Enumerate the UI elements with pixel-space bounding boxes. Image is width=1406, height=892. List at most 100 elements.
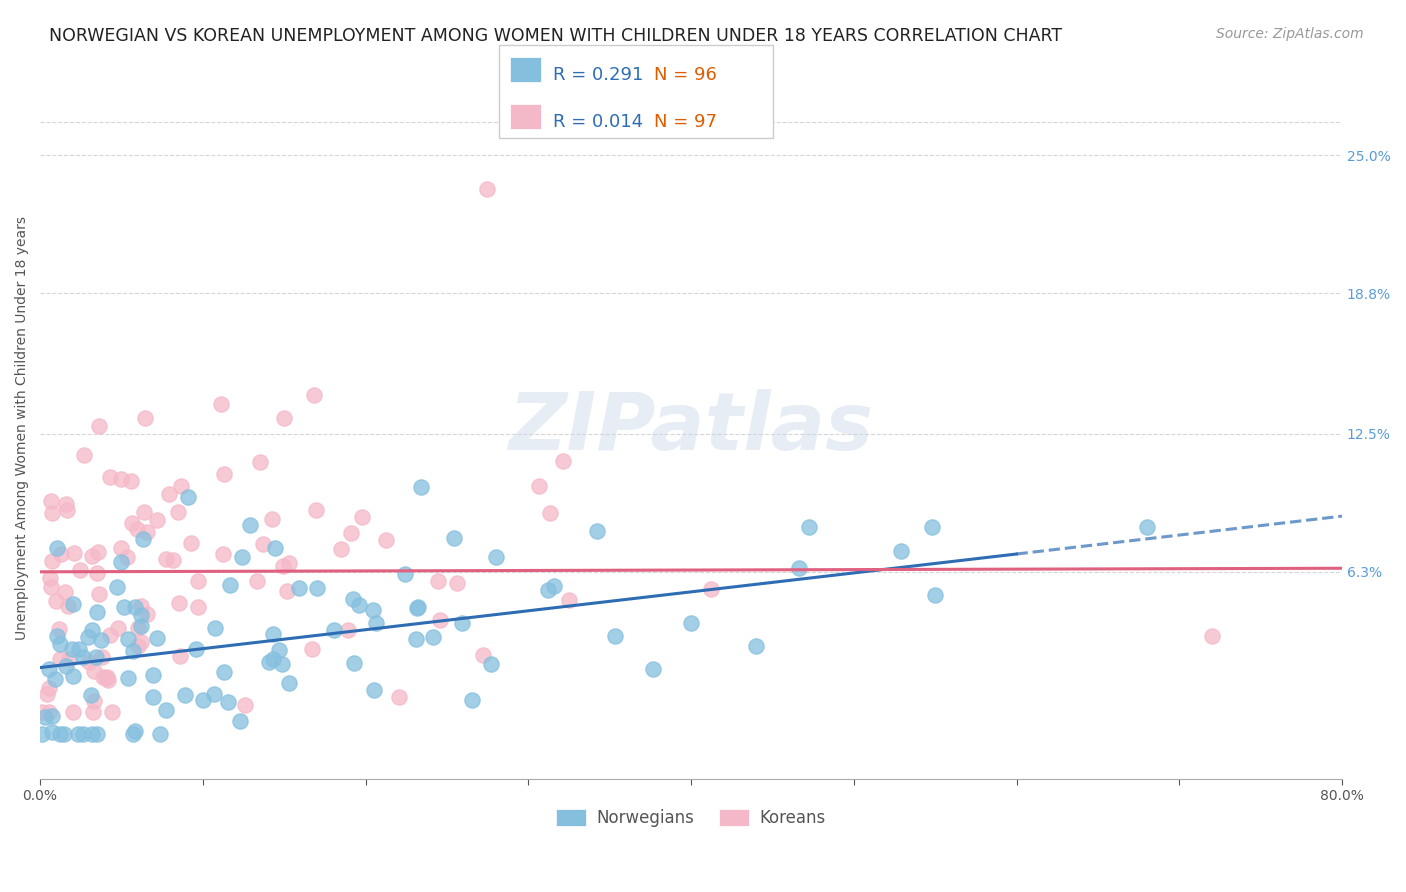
Point [485,550,508,565]
Point [39,580,62,594]
Point [263,541,285,555]
Point [96,670,118,684]
Point [90,650,112,665]
Point [146,513,169,527]
Point [131,533,153,547]
Point [406,600,429,615]
Point [76,630,98,644]
Point [214,665,236,680]
Point [679,616,702,631]
Point [278,676,301,690]
Point [62,597,84,611]
Point [145,631,167,645]
Point [921,520,943,534]
Point [304,388,326,402]
Point [84,649,107,664]
Point [142,690,165,704]
Point [422,630,444,644]
Point [62,669,84,683]
Text: N = 96: N = 96 [654,66,717,84]
Point [342,591,364,606]
Point [366,615,388,630]
Point [31,727,53,741]
Point [94,671,117,685]
Point [87,587,110,601]
Point [41,725,63,739]
Point [267,643,290,657]
Point [1136,520,1159,534]
Point [112,600,135,615]
Point [107,621,129,635]
Point [475,182,498,196]
Point [122,727,145,741]
Point [363,603,385,617]
Point [56,599,79,614]
Point [231,549,253,564]
Point [262,512,284,526]
Point [551,454,574,468]
Point [1201,629,1223,643]
Point [86,566,108,580]
Point [301,642,323,657]
Point [48,637,70,651]
Point [394,566,416,581]
Point [39,494,62,508]
Point [45,594,67,608]
Point [73,448,96,462]
Point [67,641,90,656]
Point [157,487,180,501]
Point [121,644,143,658]
Point [246,574,269,588]
Point [890,544,912,558]
Text: Source: ZipAtlas.com: Source: ZipAtlas.com [1216,27,1364,41]
Point [700,582,723,596]
Text: N = 97: N = 97 [654,113,717,131]
Point [117,671,139,685]
Point [388,690,411,704]
Point [67,727,90,741]
Point [80,623,103,637]
Point [125,522,148,536]
Point [110,555,132,569]
Point [270,657,292,671]
Point [127,639,149,653]
Point [262,627,284,641]
Point [82,727,104,741]
Point [117,632,139,646]
Point [330,541,353,556]
Point [479,657,502,671]
Point [82,549,104,563]
Point [41,709,63,723]
Point [363,682,385,697]
Point [87,418,110,433]
Point [273,411,295,425]
Point [202,687,225,701]
Point [136,525,159,540]
Point [83,664,105,678]
Point [129,635,152,649]
Point [305,503,328,517]
Point [124,723,146,738]
Point [789,561,811,575]
Point [745,639,768,653]
Point [529,479,551,493]
Point [797,520,820,534]
Point [307,582,329,596]
Legend: Norwegians, Koreans: Norwegians, Koreans [550,802,832,834]
Point [411,480,433,494]
Point [155,551,177,566]
Point [641,662,664,676]
Point [83,693,105,707]
Point [177,490,200,504]
Point [339,526,361,541]
Point [134,505,156,519]
Point [35,687,58,701]
Point [129,619,152,633]
Point [110,541,132,556]
Point [55,659,77,673]
Point [537,583,560,598]
Point [538,506,561,520]
Point [443,531,465,545]
Point [212,467,235,482]
Point [77,655,100,669]
